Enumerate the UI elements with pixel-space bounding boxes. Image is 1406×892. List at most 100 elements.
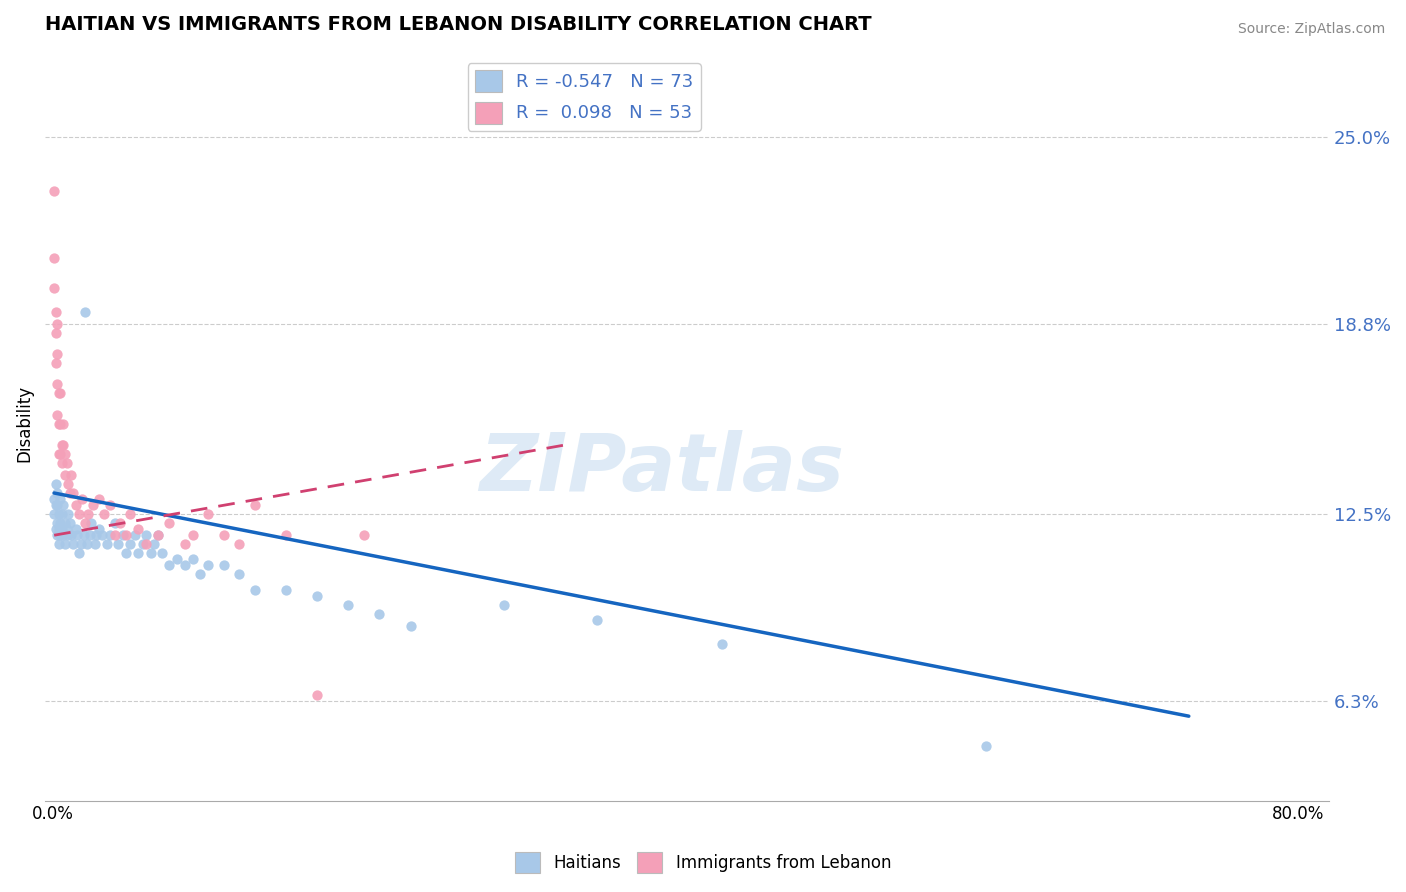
Point (67, 546, 90, 560)
Point (45, 477, 67, 491)
Point (120, 537, 142, 551)
Point (120, 507, 142, 521)
Text: HAITIAN VS IMMIGRANTS FROM LEBANON DISABILITY CORRELATION CHART: HAITIAN VS IMMIGRANTS FROM LEBANON DISAB… (45, 15, 872, 34)
Point (44, 281, 66, 295)
Point (197, 558, 219, 573)
Point (148, 528, 170, 542)
Point (91, 528, 114, 542)
Point (48, 522, 70, 536)
Point (46, 347, 69, 361)
Point (53, 537, 76, 551)
Legend: R = -0.547   N = 73, R =  0.098   N = 53: R = -0.547 N = 73, R = 0.098 N = 53 (468, 63, 700, 131)
Point (75, 305, 97, 319)
Point (83, 537, 105, 551)
Point (48, 417, 70, 431)
Point (181, 528, 204, 542)
Point (46, 498, 69, 512)
Point (976, 739, 998, 754)
Point (59, 516, 82, 531)
Point (73, 528, 96, 542)
Point (157, 558, 180, 573)
Point (67, 507, 90, 521)
Point (55, 522, 77, 536)
Point (132, 537, 155, 551)
Point (228, 537, 250, 551)
Point (98, 528, 121, 542)
Point (114, 528, 136, 542)
Point (274, 528, 297, 542)
Point (44, 185, 66, 199)
Point (79, 528, 101, 542)
Point (96, 537, 118, 551)
Point (181, 552, 204, 566)
Point (104, 528, 127, 542)
Point (66, 528, 89, 542)
Point (52, 498, 75, 512)
Point (82, 498, 104, 512)
Point (45, 326, 67, 341)
Point (150, 546, 173, 560)
Point (51, 456, 73, 470)
Point (89, 522, 111, 536)
Point (228, 567, 250, 582)
Point (124, 528, 146, 542)
Y-axis label: Disability: Disability (15, 385, 32, 462)
Point (60, 467, 83, 482)
Point (197, 507, 219, 521)
Point (49, 447, 72, 461)
Point (44, 507, 66, 521)
Point (56, 477, 79, 491)
Point (710, 637, 733, 651)
Point (53, 447, 76, 461)
Point (93, 507, 115, 521)
Legend: Haitians, Immigrants from Lebanon: Haitians, Immigrants from Lebanon (508, 846, 898, 880)
Point (127, 546, 149, 560)
Point (173, 537, 195, 551)
Point (53, 516, 76, 531)
Point (142, 537, 165, 551)
Point (586, 613, 609, 627)
Point (45, 356, 67, 370)
Point (46, 486, 69, 500)
Point (108, 516, 131, 531)
Point (70, 491, 93, 506)
Point (48, 537, 70, 551)
Point (44, 491, 66, 506)
Point (46, 377, 69, 392)
Point (55, 456, 77, 470)
Point (104, 516, 127, 531)
Point (48, 386, 70, 401)
Point (190, 567, 212, 582)
Point (157, 516, 180, 531)
Point (77, 507, 100, 521)
Point (45, 498, 67, 512)
Point (368, 607, 391, 621)
Point (62, 486, 84, 500)
Point (45, 305, 67, 319)
Point (166, 552, 188, 566)
Point (135, 528, 157, 542)
Point (307, 688, 329, 702)
Point (76, 537, 98, 551)
Text: Source: ZipAtlas.com: Source: ZipAtlas.com (1237, 22, 1385, 37)
Point (51, 522, 73, 536)
Point (46, 516, 69, 531)
Point (65, 522, 87, 536)
Point (98, 498, 121, 512)
Point (59, 486, 82, 500)
Point (173, 558, 195, 573)
Point (48, 447, 70, 461)
Point (62, 537, 84, 551)
Point (127, 522, 149, 536)
Point (49, 417, 72, 431)
Point (114, 546, 136, 560)
Point (135, 537, 157, 551)
Point (48, 507, 70, 521)
Point (53, 467, 76, 482)
Point (89, 491, 111, 506)
Point (56, 507, 79, 521)
Point (84, 528, 107, 542)
Text: ZIPatlas: ZIPatlas (478, 430, 844, 508)
Point (49, 491, 72, 506)
Point (69, 537, 91, 551)
